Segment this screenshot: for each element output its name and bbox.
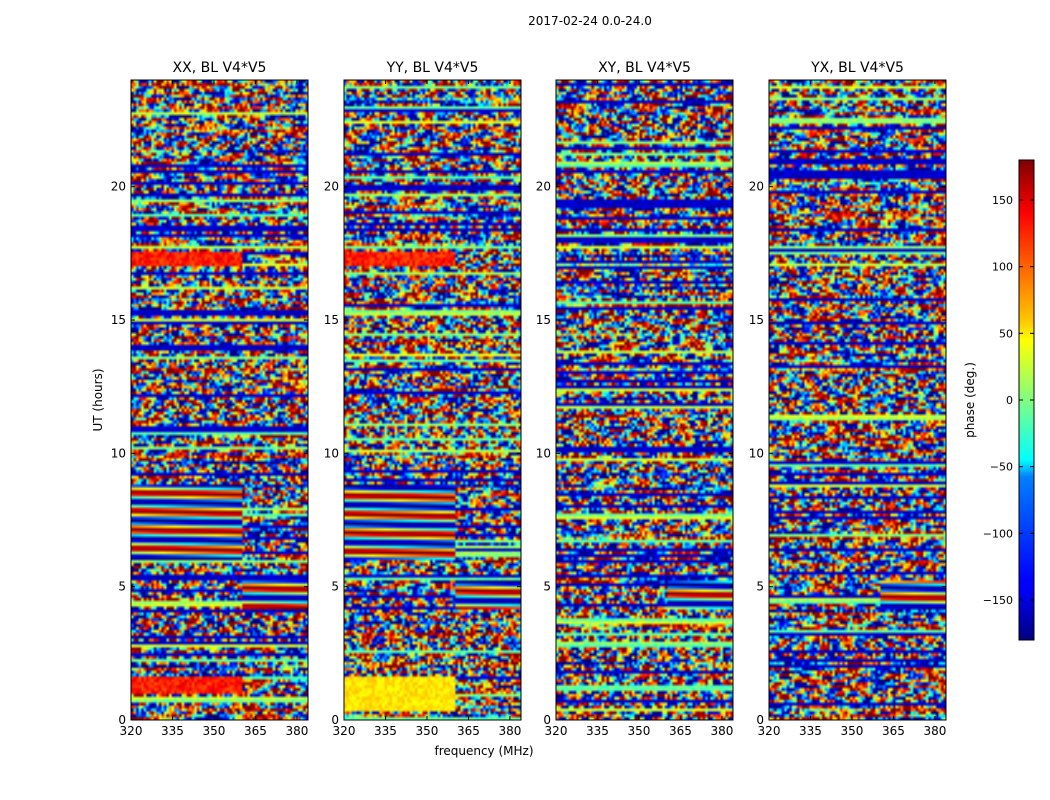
panel-title: YY, BL V4*V5 xyxy=(386,60,479,76)
colorbar-tick-label: 0 xyxy=(1006,394,1013,407)
axes-frame xyxy=(768,79,947,721)
y-tick-label: 0 xyxy=(756,713,764,727)
y-tick-label: 15 xyxy=(111,313,126,327)
y-tick-label: 20 xyxy=(536,180,551,194)
y-tick-label: 5 xyxy=(118,580,126,594)
x-tick-label: 350 xyxy=(203,724,226,738)
y-tick-label: 10 xyxy=(536,446,551,460)
axes-frame xyxy=(130,79,309,721)
colorbar-tick-label: 100 xyxy=(992,261,1013,274)
colorbar-tick-label: 50 xyxy=(999,327,1013,340)
y-tick-label: 15 xyxy=(749,313,764,327)
y-tick-label: 20 xyxy=(324,180,339,194)
panel-title: XY, BL V4*V5 xyxy=(598,60,691,76)
y-axis-label: UT (hours) xyxy=(91,368,105,431)
x-tick-label: 335 xyxy=(161,724,184,738)
axes-frame xyxy=(555,79,734,721)
x-axis-label: frequency (MHz) xyxy=(434,744,533,758)
colorbar: −150 −100 −50 0 50 100 150 phase (deg.) xyxy=(963,159,1035,641)
x-tick-label: 365 xyxy=(457,724,480,738)
y-tick-label: 20 xyxy=(749,180,764,194)
figure-title: 2017-02-24 0.0-24.0 xyxy=(528,14,652,28)
x-tick-label: 320 xyxy=(333,724,356,738)
x-tick-label: 320 xyxy=(758,724,781,738)
colorbar-tick-label: −150 xyxy=(983,594,1013,607)
y-tick-label: 5 xyxy=(543,580,551,594)
y-tick-label: 0 xyxy=(118,713,126,727)
x-tick-label: 350 xyxy=(841,724,864,738)
panel-yy: YY, BL V4*V5 320 335 350 365 380 0 5 10 15 20 xyxy=(324,60,522,738)
y-tick-label: 0 xyxy=(331,713,339,727)
colorbar-tick-label: −50 xyxy=(990,461,1013,474)
heatmap-image-xx xyxy=(131,80,308,720)
x-tick-label: 335 xyxy=(586,724,609,738)
y-tick-label: 10 xyxy=(111,446,126,460)
x-tick-label: 335 xyxy=(374,724,397,738)
x-tick-label: 380 xyxy=(923,724,946,738)
x-tick-label: 320 xyxy=(120,724,143,738)
y-tick-label: 10 xyxy=(749,446,764,460)
x-tick-label: 380 xyxy=(285,724,308,738)
x-tick-label: 365 xyxy=(669,724,692,738)
panel-title: XX, BL V4*V5 xyxy=(173,60,267,76)
x-tick-label: 335 xyxy=(799,724,822,738)
heatmap-image-yx xyxy=(769,80,946,720)
axes-frame xyxy=(343,79,522,721)
heatmap-image-yy xyxy=(344,80,521,720)
y-tick-label: 10 xyxy=(324,446,339,460)
y-tick-label: 5 xyxy=(756,580,764,594)
panel-xx: XX, BL V4*V5 320 335 350 365 380 0 5 10 15 20 xyxy=(111,60,309,738)
x-tick-label: 380 xyxy=(710,724,733,738)
x-tick-label: 350 xyxy=(628,724,651,738)
y-tick-label: 15 xyxy=(324,313,339,327)
heatmap-image-xy xyxy=(556,80,733,720)
y-tick-label: 15 xyxy=(536,313,551,327)
y-tick-label: 0 xyxy=(543,713,551,727)
x-tick-label: 380 xyxy=(498,724,521,738)
colorbar-tick-label: −100 xyxy=(983,527,1013,540)
panel-title: YX, BL V4*V5 xyxy=(810,60,904,76)
y-tick-label: 5 xyxy=(331,580,339,594)
x-tick-label: 320 xyxy=(545,724,568,738)
colorbar-tick-label: 150 xyxy=(992,194,1013,207)
panel-yx: YX, BL V4*V5 320 335 350 365 380 0 5 10 15 20 xyxy=(749,60,947,738)
x-tick-label: 365 xyxy=(244,724,267,738)
x-tick-label: 365 xyxy=(882,724,905,738)
colorbar-label: phase (deg.) xyxy=(963,362,977,438)
y-tick-label: 20 xyxy=(111,180,126,194)
x-tick-label: 350 xyxy=(416,724,439,738)
panel-xy: XY, BL V4*V5 320 335 350 365 380 0 5 10 15 20 xyxy=(536,60,734,738)
